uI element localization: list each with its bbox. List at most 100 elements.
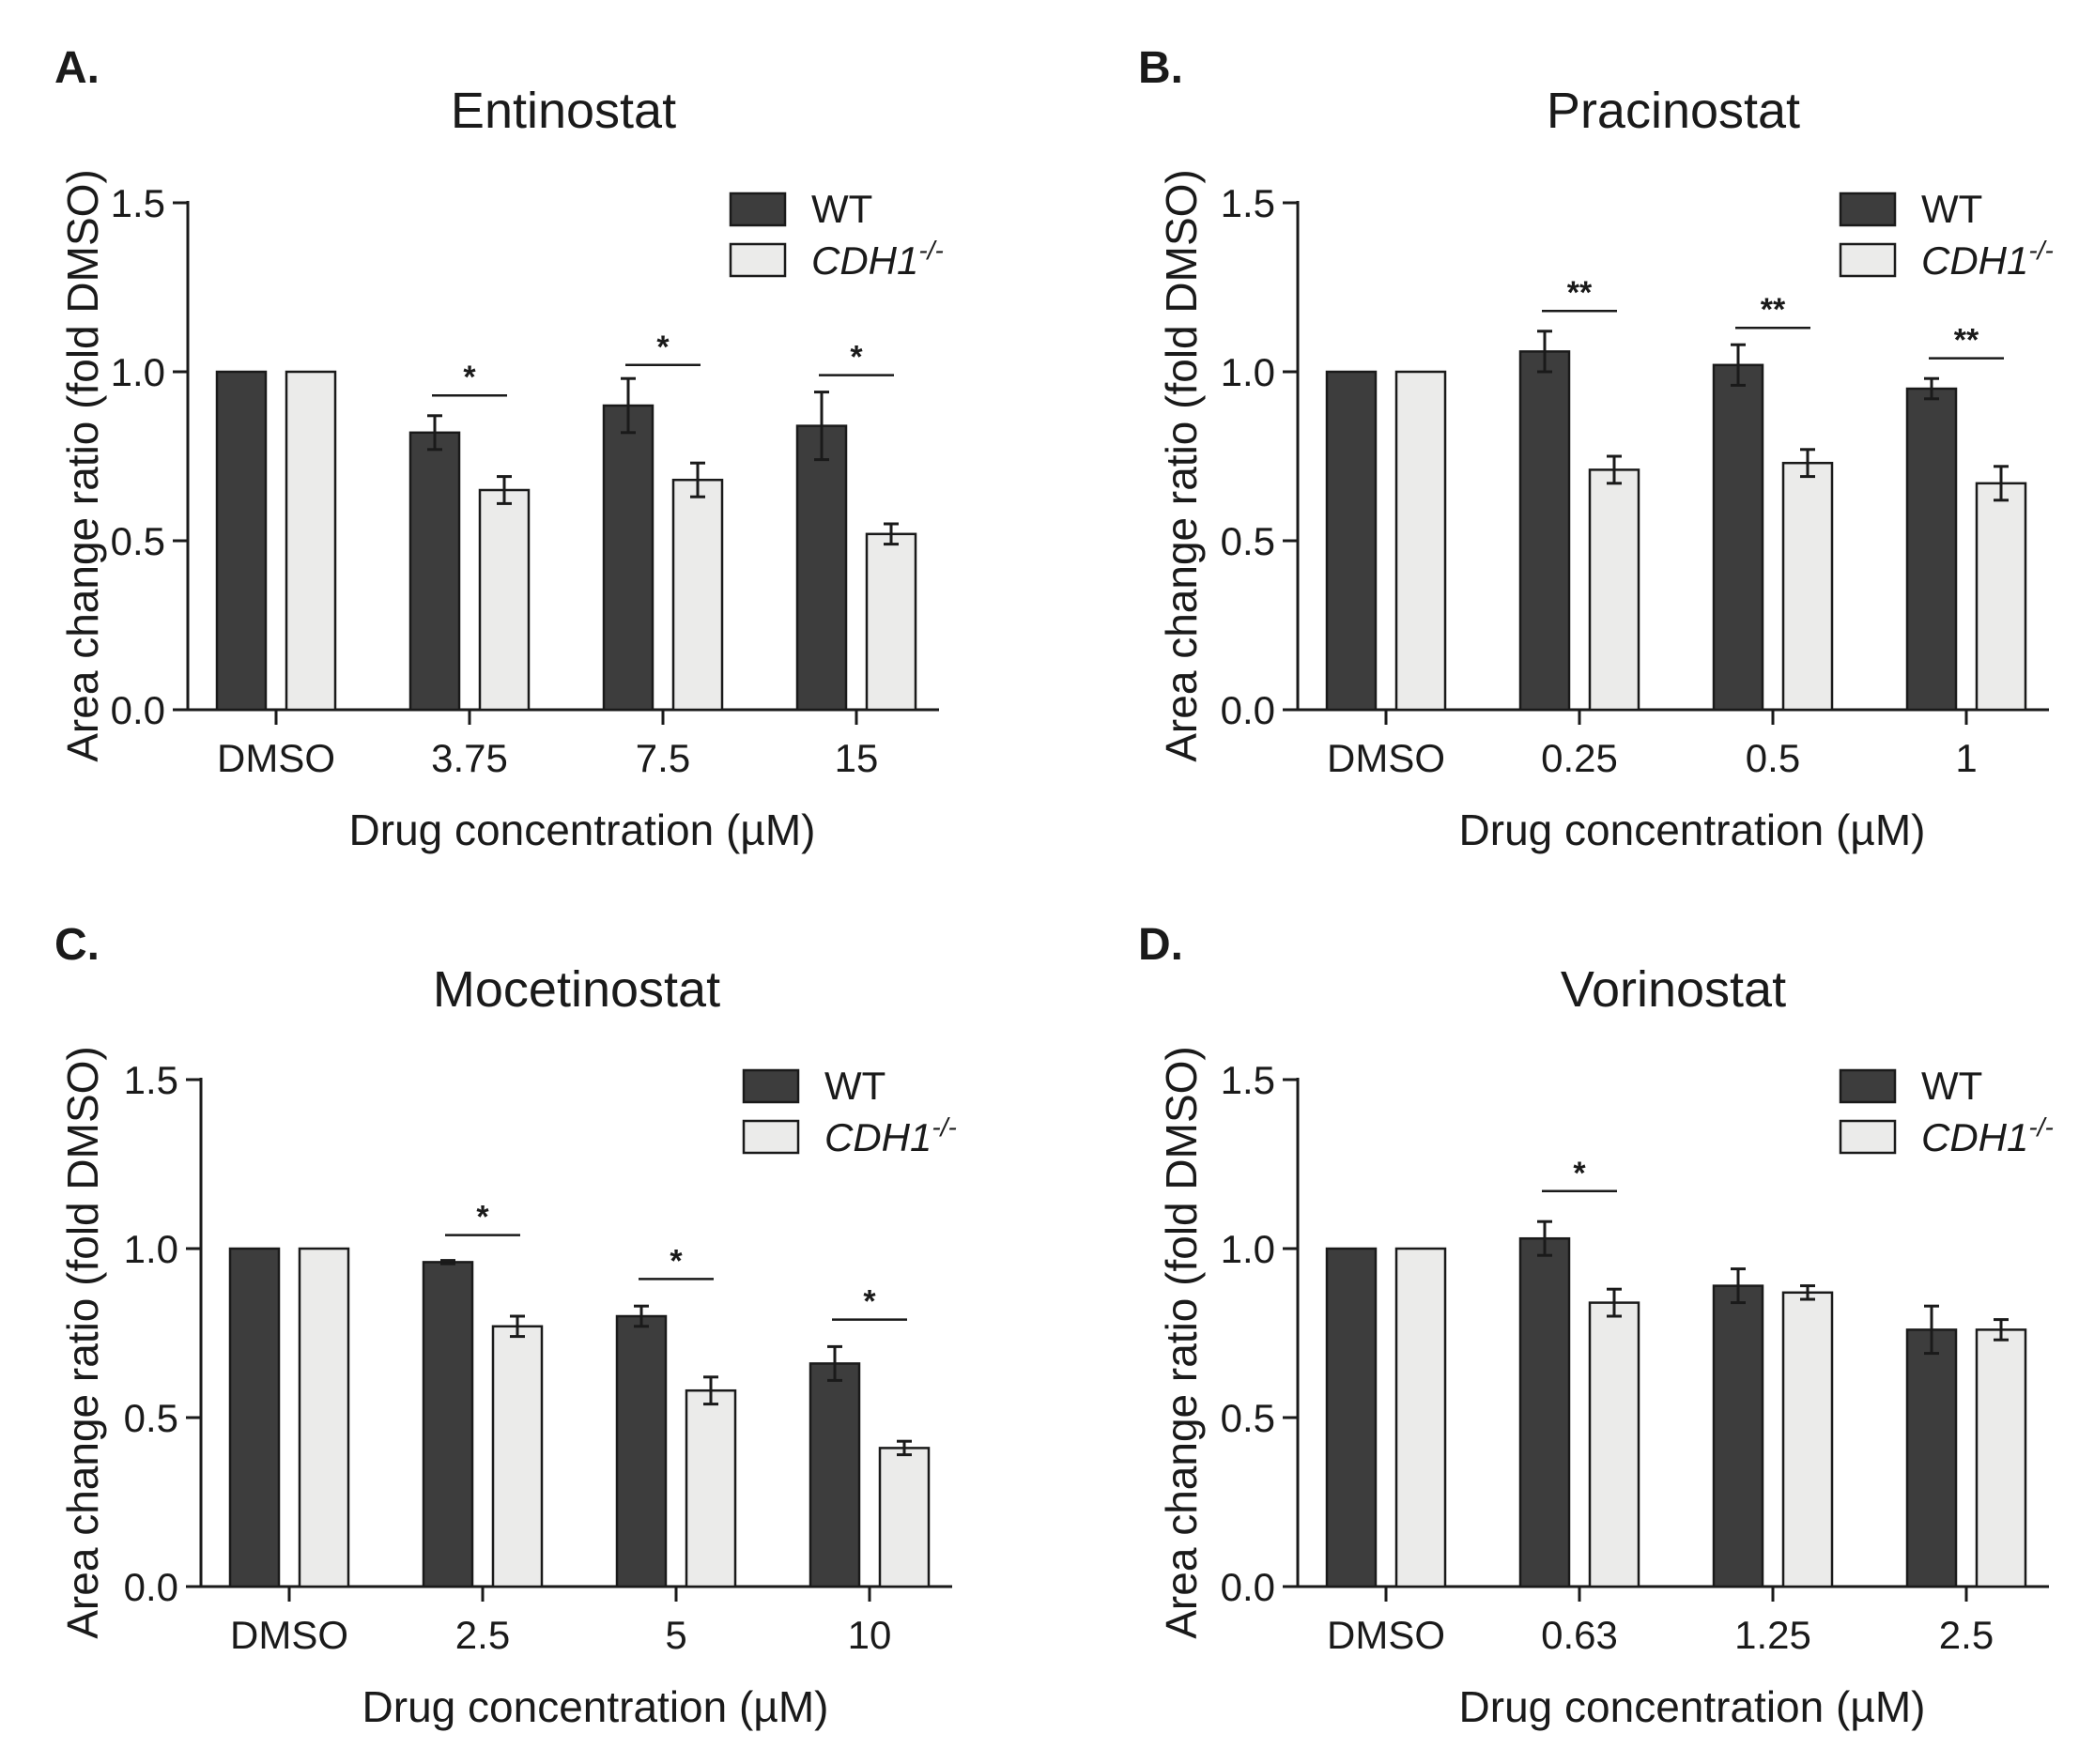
y-tick-label: 1.0 <box>1221 1227 1275 1271</box>
y-tick-label: 0.0 <box>111 688 165 732</box>
bar-wt <box>1325 1247 1378 1588</box>
bar-cdh1 <box>1975 1328 2027 1588</box>
bar-cdh1 <box>298 1247 350 1588</box>
bar-cdh1 <box>1781 1291 1834 1588</box>
panel-letter: B. <box>1138 43 1183 93</box>
legend-label-wt: WT <box>811 187 872 231</box>
x-tick-label: 7.5 <box>636 736 690 780</box>
bar-cdh1 <box>478 488 531 712</box>
y-tick-label: 1.0 <box>111 350 165 394</box>
y-tick-label: 0.0 <box>1221 688 1275 732</box>
chart-panel-3: C. Mocetinostat Area change ratio (fold DM… <box>54 920 957 1731</box>
legend-label-superscript: -/- <box>932 1112 956 1142</box>
x-axis-label: Drug concentration (µM) <box>349 805 816 854</box>
legend-swatch-wt <box>1839 192 1897 227</box>
bar-wt <box>1712 363 1764 712</box>
significance-label: * <box>476 1200 489 1235</box>
significance-label: ** <box>1567 275 1593 311</box>
y-tick-label: 1.0 <box>1221 350 1275 394</box>
bar-cdh1 <box>285 370 337 712</box>
y-tick-label: 1.5 <box>1221 181 1275 225</box>
bar-wt <box>422 1261 474 1588</box>
bar-cdh1 <box>878 1447 931 1588</box>
panel-letter: C. <box>54 920 100 970</box>
bar-cdh1 <box>1588 468 1640 712</box>
bar-cdh1 <box>1781 461 1834 712</box>
y-axis-label: Area change ratio (fold DMSO) <box>1157 1046 1206 1639</box>
significance-label: * <box>463 360 476 395</box>
x-tick-label: 15 <box>835 736 879 780</box>
bar-wt <box>615 1314 668 1588</box>
y-tick-label: 0.5 <box>111 519 165 563</box>
x-tick-label: 10 <box>848 1613 892 1657</box>
x-tick-label: 2.5 <box>455 1613 510 1657</box>
x-tick-label: DMSO <box>230 1613 348 1657</box>
chart-title: Pracinostat <box>1547 83 1800 139</box>
legend-label-wt: WT <box>1921 1064 1982 1108</box>
legend-swatch-wt <box>729 192 787 227</box>
bar-wt <box>408 431 461 712</box>
y-axis-label: Area change ratio (fold DMSO) <box>58 1046 107 1639</box>
y-tick-label: 1.5 <box>111 181 165 225</box>
legend-swatch-cdh1 <box>1839 242 1897 278</box>
legend-label-cdh1: CDH1-/- <box>1921 236 2054 283</box>
legend-label-superscript: -/- <box>918 236 943 265</box>
bar-wt <box>1905 387 1958 712</box>
legend-label-cdh1: CDH1-/- <box>1921 1112 2054 1159</box>
x-tick-label: 0.63 <box>1541 1613 1618 1657</box>
significance-label: ** <box>1761 292 1786 328</box>
y-tick-label: 0.5 <box>124 1396 178 1440</box>
bar-wt <box>228 1247 281 1588</box>
chart-title: Entinostat <box>451 83 676 139</box>
chart-title: Mocetinostat <box>433 961 720 1018</box>
x-tick-label: DMSO <box>1327 736 1445 780</box>
bar-cdh1 <box>865 532 917 712</box>
legend-swatch-wt <box>1839 1068 1897 1104</box>
bar-cdh1 <box>1588 1301 1640 1588</box>
significance-label: * <box>670 1243 683 1279</box>
legend-swatch-cdh1 <box>1839 1119 1897 1155</box>
legend-label-superscript: -/- <box>2028 236 2053 265</box>
y-tick-label: 0.5 <box>1221 519 1275 563</box>
legend-label-wt: WT <box>824 1064 886 1108</box>
bar-cdh1 <box>1394 1247 1447 1588</box>
x-tick-label: 1 <box>1955 736 1977 780</box>
y-tick-label: 1.5 <box>1221 1058 1275 1102</box>
x-axis-label: Drug concentration (µM) <box>1459 805 1926 854</box>
chart-panel-4: D. Vorinostat Area change ratio (fold DMSO… <box>1138 920 2054 1731</box>
x-tick-label: DMSO <box>1327 1613 1445 1657</box>
bar-wt <box>808 1362 861 1588</box>
significance-label: * <box>1573 1156 1586 1191</box>
y-axis-label: Area change ratio (fold DMSO) <box>1157 169 1206 762</box>
bar-wt <box>215 370 268 712</box>
bar-cdh1 <box>685 1388 737 1588</box>
x-tick-label: 0.5 <box>1746 736 1800 780</box>
x-tick-label: 3.75 <box>431 736 508 780</box>
x-tick-label: 1.25 <box>1734 1613 1811 1657</box>
panel-letter: D. <box>1138 920 1183 970</box>
bar-wt <box>602 404 654 712</box>
legend-label-superscript: -/- <box>2028 1112 2053 1142</box>
bar-wt <box>1518 350 1571 712</box>
chart-panel-2: B. Pracinostat Area change ratio (fold DMS… <box>1138 43 2054 854</box>
panel-letter: A. <box>54 43 100 93</box>
significance-label: * <box>850 340 863 376</box>
bar-wt <box>1905 1328 1958 1588</box>
bar-cdh1 <box>1394 370 1447 712</box>
bar-cdh1 <box>1975 482 2027 712</box>
significance-label: * <box>656 330 670 365</box>
legend-swatch-wt <box>742 1068 800 1104</box>
significance-label: * <box>863 1284 876 1320</box>
bar-wt <box>1325 370 1378 712</box>
legend-label-cdh1: CDH1-/- <box>824 1112 957 1159</box>
chart-title: Vorinostat <box>1561 961 1786 1018</box>
x-tick-label: 0.25 <box>1541 736 1618 780</box>
legend-label-wt: WT <box>1921 187 1982 231</box>
y-tick-label: 1.5 <box>124 1058 178 1102</box>
bar-wt <box>795 424 848 712</box>
legend-swatch-cdh1 <box>729 242 787 278</box>
bar-cdh1 <box>671 478 724 712</box>
legend-swatch-cdh1 <box>742 1119 800 1155</box>
